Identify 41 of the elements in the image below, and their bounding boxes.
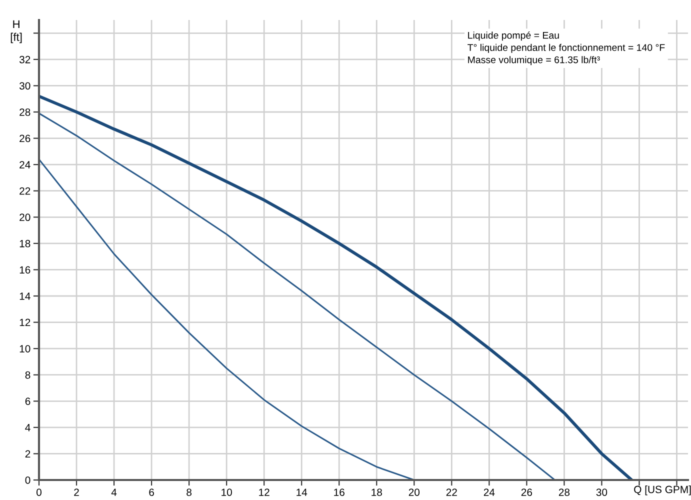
x-tick-label: 2: [74, 488, 79, 496]
x-tick-label: 18: [372, 488, 382, 496]
y-tick-label: 16: [20, 266, 30, 274]
y-tick-label: 26: [20, 134, 30, 142]
y-tick-label: 30: [19, 82, 30, 90]
x-tick-label: 22: [446, 488, 457, 496]
annotation: T° liquide pendant le fonctionnement = 140 °F: [468, 44, 665, 53]
x-tick-label: 10: [222, 488, 232, 496]
line-series: [39, 158, 415, 480]
x-tick-label: 26: [521, 488, 532, 496]
x-tick-label: 30: [596, 488, 608, 496]
x-tick-label: 4: [111, 488, 117, 496]
y-axis-title: H [ft]: [10, 20, 22, 44]
y-tick-label: 12: [20, 318, 30, 326]
y-tick-label: 18: [20, 240, 30, 248]
x-tick-label: 16: [334, 488, 344, 496]
x-tick-label: 8: [186, 488, 192, 496]
y-tick-label: 10: [20, 345, 30, 352]
x-tick-label: 12: [259, 488, 270, 496]
annotation: Liquide pompé = Eau: [468, 32, 559, 41]
line-series: [39, 94, 634, 480]
y-tick-label: 2: [25, 450, 30, 458]
y-tick-label: 20: [20, 214, 30, 222]
y-tick-label: 22: [20, 187, 30, 195]
x-axis-title: Q [US GPM]: [634, 486, 691, 496]
line-series: [39, 112, 556, 480]
annotation: Masse volumique = 61.35 lb/ft³: [468, 56, 600, 66]
y-tick-label: 8: [25, 371, 30, 379]
y-tick-label: 32: [19, 56, 30, 64]
x-tick-label: 6: [149, 488, 154, 496]
y-tick-label: 14: [20, 292, 30, 300]
x-tick-label: 0: [36, 488, 42, 496]
y-tick-label: 4: [25, 424, 30, 432]
y-tick-label: 28: [20, 108, 30, 116]
x-tick-label: 24: [484, 488, 495, 496]
x-tick-label: 28: [558, 488, 570, 496]
y-tick-label: 24: [20, 161, 30, 168]
x-tick-label: 14: [296, 488, 308, 496]
y-tick-label: 6: [25, 398, 30, 406]
x-tick-label: 20: [408, 488, 420, 496]
y-tick-label: 0: [25, 476, 30, 484]
